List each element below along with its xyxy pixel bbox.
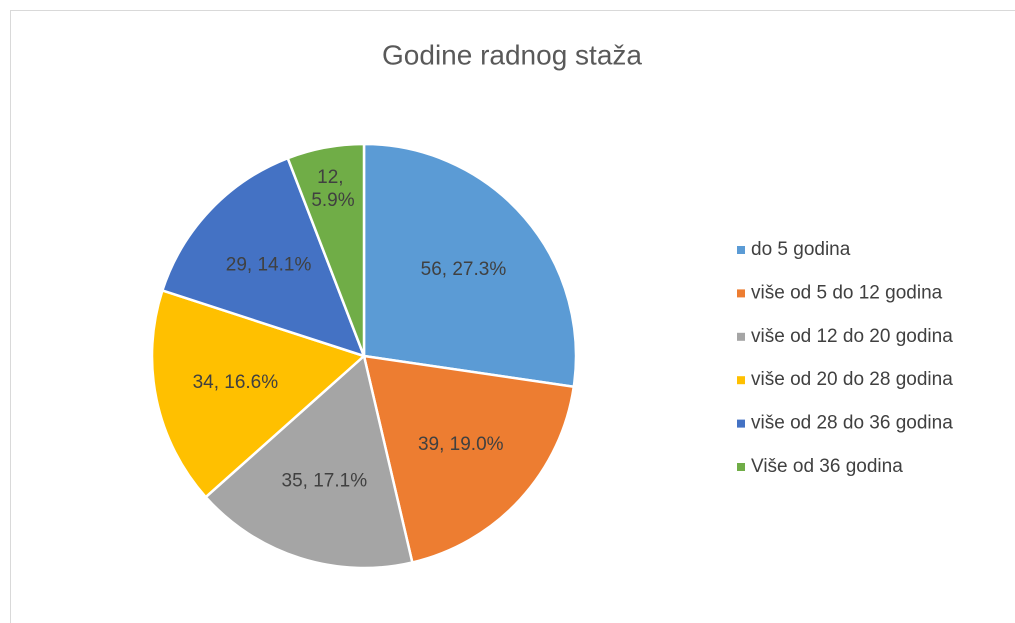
data-label: 35, 17.1% bbox=[282, 470, 368, 491]
data-label: 39, 19.0% bbox=[418, 434, 504, 455]
pie-slice bbox=[362, 142, 578, 389]
chart-title: Godine radnog staža bbox=[382, 39, 642, 70]
legend-label: Više od 36 godina bbox=[751, 456, 903, 477]
legend-label: više od 28 do 36 godina bbox=[751, 413, 953, 434]
legend-swatch bbox=[737, 289, 745, 298]
pie-slice bbox=[203, 353, 414, 570]
pie-slice bbox=[286, 142, 366, 357]
pie-slice bbox=[362, 354, 576, 564]
legend-label: više od 20 do 28 godina bbox=[751, 369, 953, 390]
pie-slice bbox=[160, 156, 367, 358]
legend-label: više od 5 do 12 godina bbox=[751, 282, 943, 303]
legend-swatch bbox=[737, 246, 745, 254]
legend-swatch bbox=[737, 376, 745, 385]
legend-swatch bbox=[737, 463, 745, 471]
data-label: 56, 27.3% bbox=[421, 259, 507, 280]
data-label: 12, 5.9% bbox=[311, 167, 354, 211]
data-label: 29, 14.1% bbox=[226, 255, 312, 276]
pie-slice bbox=[150, 288, 367, 499]
legend-swatch bbox=[737, 332, 745, 341]
legend-label: do 5 godina bbox=[751, 239, 851, 260]
legend-label: više od 12 do 20 godina bbox=[751, 326, 953, 347]
data-label: 34, 16.6% bbox=[193, 372, 279, 393]
legend-swatch bbox=[737, 419, 745, 428]
